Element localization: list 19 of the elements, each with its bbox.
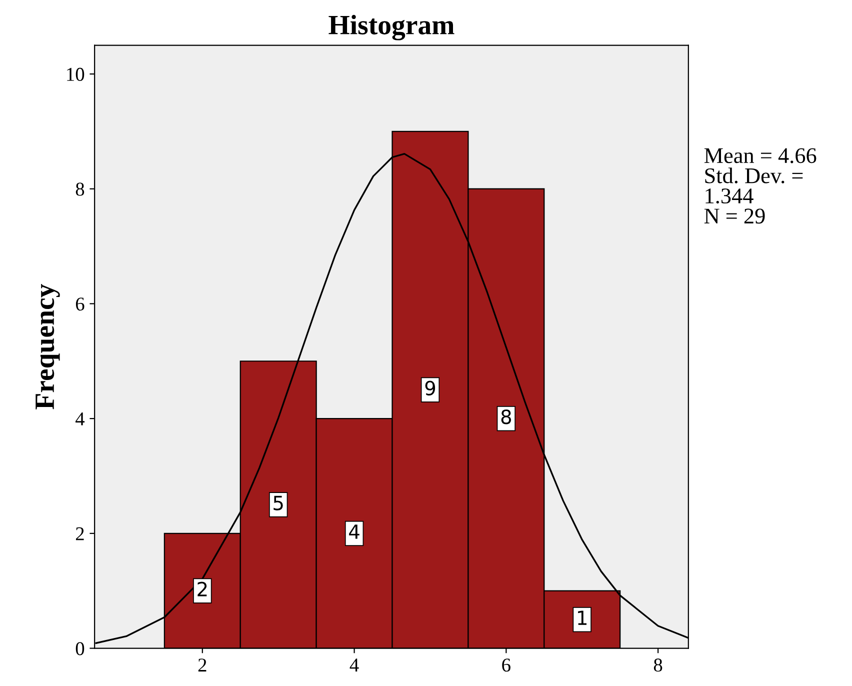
chart-title: Histogram (328, 14, 454, 40)
y-tick-label: 8 (76, 182, 84, 196)
x-tick-label: 6 (502, 658, 510, 672)
y-axis-title: Frequency (36, 284, 60, 410)
y-tick-label: 2 (76, 527, 84, 540)
x-tick-label: 8 (654, 658, 662, 672)
data-label: 2 (198, 582, 207, 596)
x-tick-label: 4 (350, 658, 359, 672)
data-label: 4 (349, 524, 360, 539)
text: Mean = 4.66 Std. Dev. = 1.344 N = 29 (704, 148, 816, 224)
y-tick-label: 4 (76, 412, 85, 426)
y-tick-label: 0 (76, 642, 84, 656)
data-label: 1 (578, 610, 586, 625)
y-tick-label: 10 (67, 68, 84, 81)
data-label: 5 (274, 496, 283, 510)
data-label: 8 (501, 409, 512, 424)
data-label: 9 (425, 380, 436, 396)
y-tick-label: 6 (76, 298, 84, 311)
x-tick-label: 2 (198, 658, 206, 672)
